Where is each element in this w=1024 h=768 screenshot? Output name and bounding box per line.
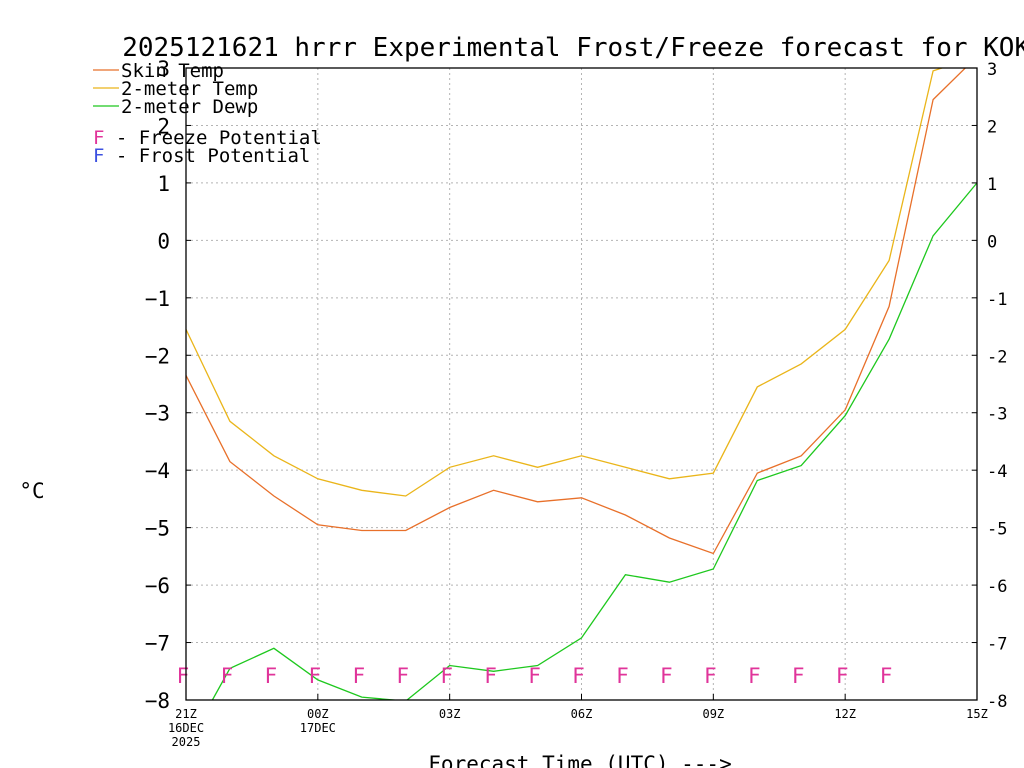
- freeze-marker: F: [880, 664, 893, 688]
- x-tick-label: 2025: [172, 735, 201, 749]
- y-tick-label-right: 2: [987, 117, 997, 137]
- freeze-marker: F: [748, 664, 761, 688]
- freeze-marker: F: [836, 664, 849, 688]
- x-tick-label: 09Z: [702, 707, 724, 721]
- x-tick-label: 06Z: [571, 707, 593, 721]
- y-tick-label-right: -2: [987, 347, 1007, 367]
- freeze-marker: F: [616, 664, 629, 688]
- x-tick-label: 16DEC: [168, 721, 204, 735]
- y-tick-label-right: -3: [987, 405, 1007, 425]
- y-tick-label: −2: [145, 344, 170, 368]
- x-tick-label: 21Z: [175, 707, 197, 721]
- freeze-marker: F: [309, 664, 322, 688]
- y-tick-label: 2: [157, 114, 170, 138]
- legend-potential: F - Frost Potential: [93, 145, 310, 167]
- y-tick-label: 0: [157, 229, 170, 253]
- y-tick-label: −4: [145, 459, 170, 483]
- x-tick-label: 17DEC: [300, 721, 336, 735]
- y-axis-right: -8 -7 -6 -5 -4 -3 -2 -1 0 1 2 3: [972, 60, 1007, 712]
- freeze-marker: F: [177, 664, 190, 688]
- y-tick-label-right: -8: [987, 692, 1007, 712]
- y-tick-label-right: -6: [987, 577, 1007, 597]
- legend-potential: F - Freeze Potential: [93, 127, 322, 149]
- y-tick-label-right: 0: [987, 232, 997, 252]
- freeze-marker: F: [792, 664, 805, 688]
- y-tick-label-right: -5: [987, 520, 1007, 540]
- y-tick-label-right: -1: [987, 290, 1007, 310]
- x-tick-label: 03Z: [439, 707, 461, 721]
- x-tick-label: 15Z: [966, 707, 988, 721]
- freeze-marker: F: [528, 664, 541, 688]
- y-tick-label: −8: [145, 689, 170, 713]
- series-2-meter-dewp: [211, 182, 977, 700]
- y-tick-label: −6: [145, 574, 170, 598]
- y-tick-label: −3: [145, 402, 170, 426]
- freeze-marker: F: [660, 664, 673, 688]
- freeze-marker: F: [704, 664, 717, 688]
- y-tick-label: −7: [145, 632, 170, 656]
- y-axis-left: −8 −7 −6 −5 −4 −3 −2 −1 0 1 2 3: [145, 57, 191, 713]
- y-tick-label-right: -7: [987, 635, 1007, 655]
- y-tick-label-right: 3: [987, 60, 997, 80]
- legend-label: 2-meter Temp: [121, 78, 258, 100]
- y-axis-label: °C: [19, 479, 44, 503]
- y-tick-label: 1: [157, 172, 170, 196]
- x-axis-label: Forecast Time (UTC) --->: [428, 752, 731, 768]
- y-tick-label-right: -4: [987, 462, 1007, 482]
- x-tick-label: 00Z: [307, 707, 329, 721]
- y-tick-label: 3: [157, 57, 170, 81]
- freeze-marker: F: [484, 664, 497, 688]
- grid: [186, 68, 977, 700]
- freeze-marker: F: [221, 664, 234, 688]
- y-tick-label-right: 1: [987, 175, 997, 195]
- y-tick-label: −1: [145, 287, 170, 311]
- series-2-meter-temp: [186, 68, 945, 497]
- freeze-marker: F: [572, 664, 585, 688]
- freeze-marker: F: [265, 664, 278, 688]
- chart-title: 2025121621 hrrr Experimental Frost/Freez…: [122, 33, 1024, 63]
- legend-label: 2-meter Dewp: [121, 96, 258, 118]
- legend-label: Skin Temp: [121, 60, 224, 82]
- freeze-marker: F: [440, 664, 453, 688]
- series-skin-temp: [186, 68, 967, 555]
- series-lines: [186, 68, 977, 700]
- freeze-marker: F: [352, 664, 365, 688]
- x-tick-label: 12Z: [834, 707, 856, 721]
- freeze-marker: F: [396, 664, 409, 688]
- y-tick-label: −5: [145, 517, 170, 541]
